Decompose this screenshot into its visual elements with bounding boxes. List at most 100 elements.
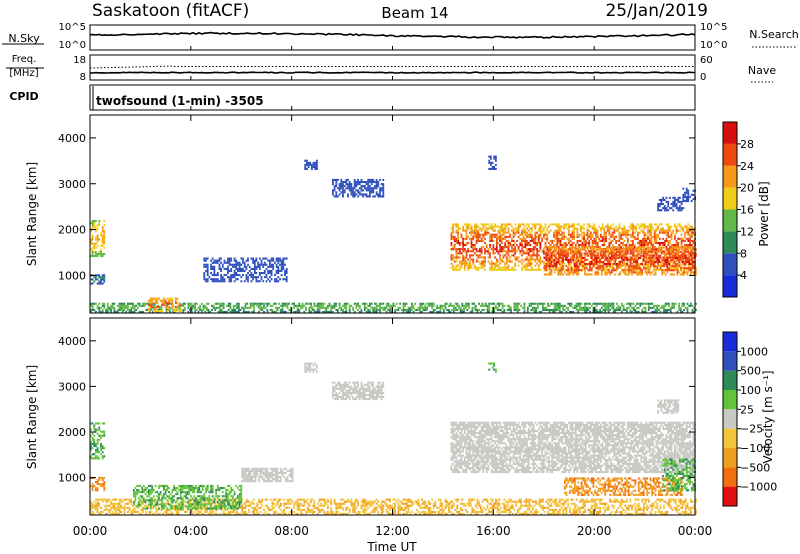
power-cell — [472, 250, 475, 253]
power-cell — [519, 242, 522, 245]
power-cell — [375, 191, 378, 194]
power-cell — [419, 304, 422, 307]
velocity-cell — [470, 438, 473, 441]
power-cell — [566, 227, 569, 230]
power-cell — [567, 250, 570, 253]
power-cell — [552, 310, 554, 313]
power-cell — [318, 302, 321, 305]
power-cell — [647, 242, 649, 245]
power-cell — [655, 233, 658, 236]
power-cell — [574, 252, 576, 255]
power-cell — [257, 280, 259, 283]
power-cell — [587, 269, 590, 272]
power-cell — [612, 308, 615, 311]
power-cell — [610, 258, 612, 261]
power-cell — [674, 200, 676, 203]
power-cell — [661, 306, 664, 309]
power-cell — [574, 304, 576, 307]
power-cell — [531, 254, 533, 257]
power-cell — [390, 310, 393, 313]
power-cell — [457, 242, 459, 245]
power-cell — [558, 252, 561, 255]
power-cell — [669, 269, 672, 272]
power-cell — [394, 304, 396, 307]
power-colorbar-tick-label: 20 — [740, 182, 754, 195]
velocity-cell — [463, 423, 466, 426]
power-cell — [199, 304, 201, 307]
power-cell — [622, 252, 625, 255]
power-cell — [488, 310, 491, 313]
power-cell — [494, 264, 496, 267]
power-cell — [507, 254, 510, 257]
velocity-cell — [474, 436, 476, 439]
power-cell — [421, 304, 423, 307]
velocity-cell — [479, 460, 481, 463]
power-cell — [233, 259, 236, 262]
power-cell — [617, 267, 620, 270]
power-cell — [154, 310, 157, 313]
power-cell — [667, 225, 670, 228]
power-cell — [511, 244, 513, 247]
power-cell — [480, 256, 483, 259]
power-cell — [512, 248, 515, 251]
power-cell — [589, 246, 591, 249]
power-cell — [691, 271, 694, 274]
power-cell — [502, 248, 505, 251]
power-cell — [387, 302, 390, 305]
power-cell — [672, 262, 675, 265]
power-cell — [465, 254, 468, 257]
power-cell — [541, 229, 543, 232]
power-cell — [560, 246, 563, 249]
power-cell — [637, 256, 640, 259]
power-cell — [693, 310, 696, 313]
power-cell — [509, 235, 512, 238]
power-cell — [524, 239, 527, 242]
power-cell — [650, 233, 653, 236]
velocity-cell — [474, 444, 476, 447]
power-cell — [500, 302, 502, 305]
power-cell — [235, 261, 238, 264]
power-cell — [650, 248, 653, 251]
power-cell — [467, 227, 470, 230]
power-cell — [419, 310, 422, 313]
power-cell — [476, 310, 479, 313]
velocity-cell — [467, 438, 470, 441]
power-cell — [632, 227, 634, 230]
power-cell — [589, 267, 591, 270]
power-cell — [585, 267, 588, 270]
power-cell — [492, 235, 495, 238]
power-cell — [569, 271, 571, 274]
power-cell — [567, 252, 570, 255]
power-cell — [511, 254, 513, 257]
power-cell — [221, 276, 224, 279]
power-cell — [575, 304, 578, 307]
power-cell — [252, 261, 254, 264]
power-cell — [595, 235, 597, 238]
power-cell — [90, 222, 92, 225]
power-cell — [629, 302, 632, 305]
power-cell — [91, 246, 94, 249]
power-cell — [623, 260, 626, 263]
power-cell — [135, 308, 138, 311]
power-cell — [558, 233, 560, 236]
power-cell — [636, 258, 638, 261]
velocity-cell — [470, 458, 473, 461]
power-cell — [441, 304, 443, 307]
power-cell — [569, 239, 572, 242]
power-cell — [485, 223, 488, 226]
power-cell — [221, 263, 224, 266]
power-cell — [610, 239, 612, 242]
power-cell — [669, 262, 671, 265]
power-cell — [347, 187, 349, 190]
power-cell — [130, 310, 133, 313]
power-cell — [194, 304, 196, 307]
power-cell — [659, 256, 662, 259]
power-cell — [464, 304, 467, 307]
power-cell — [260, 272, 263, 275]
power-cell — [677, 207, 680, 210]
power-cell — [691, 310, 694, 313]
power-cell — [240, 267, 243, 270]
power-cell — [673, 273, 675, 276]
power-cell — [581, 225, 584, 228]
power-cell — [90, 238, 92, 241]
